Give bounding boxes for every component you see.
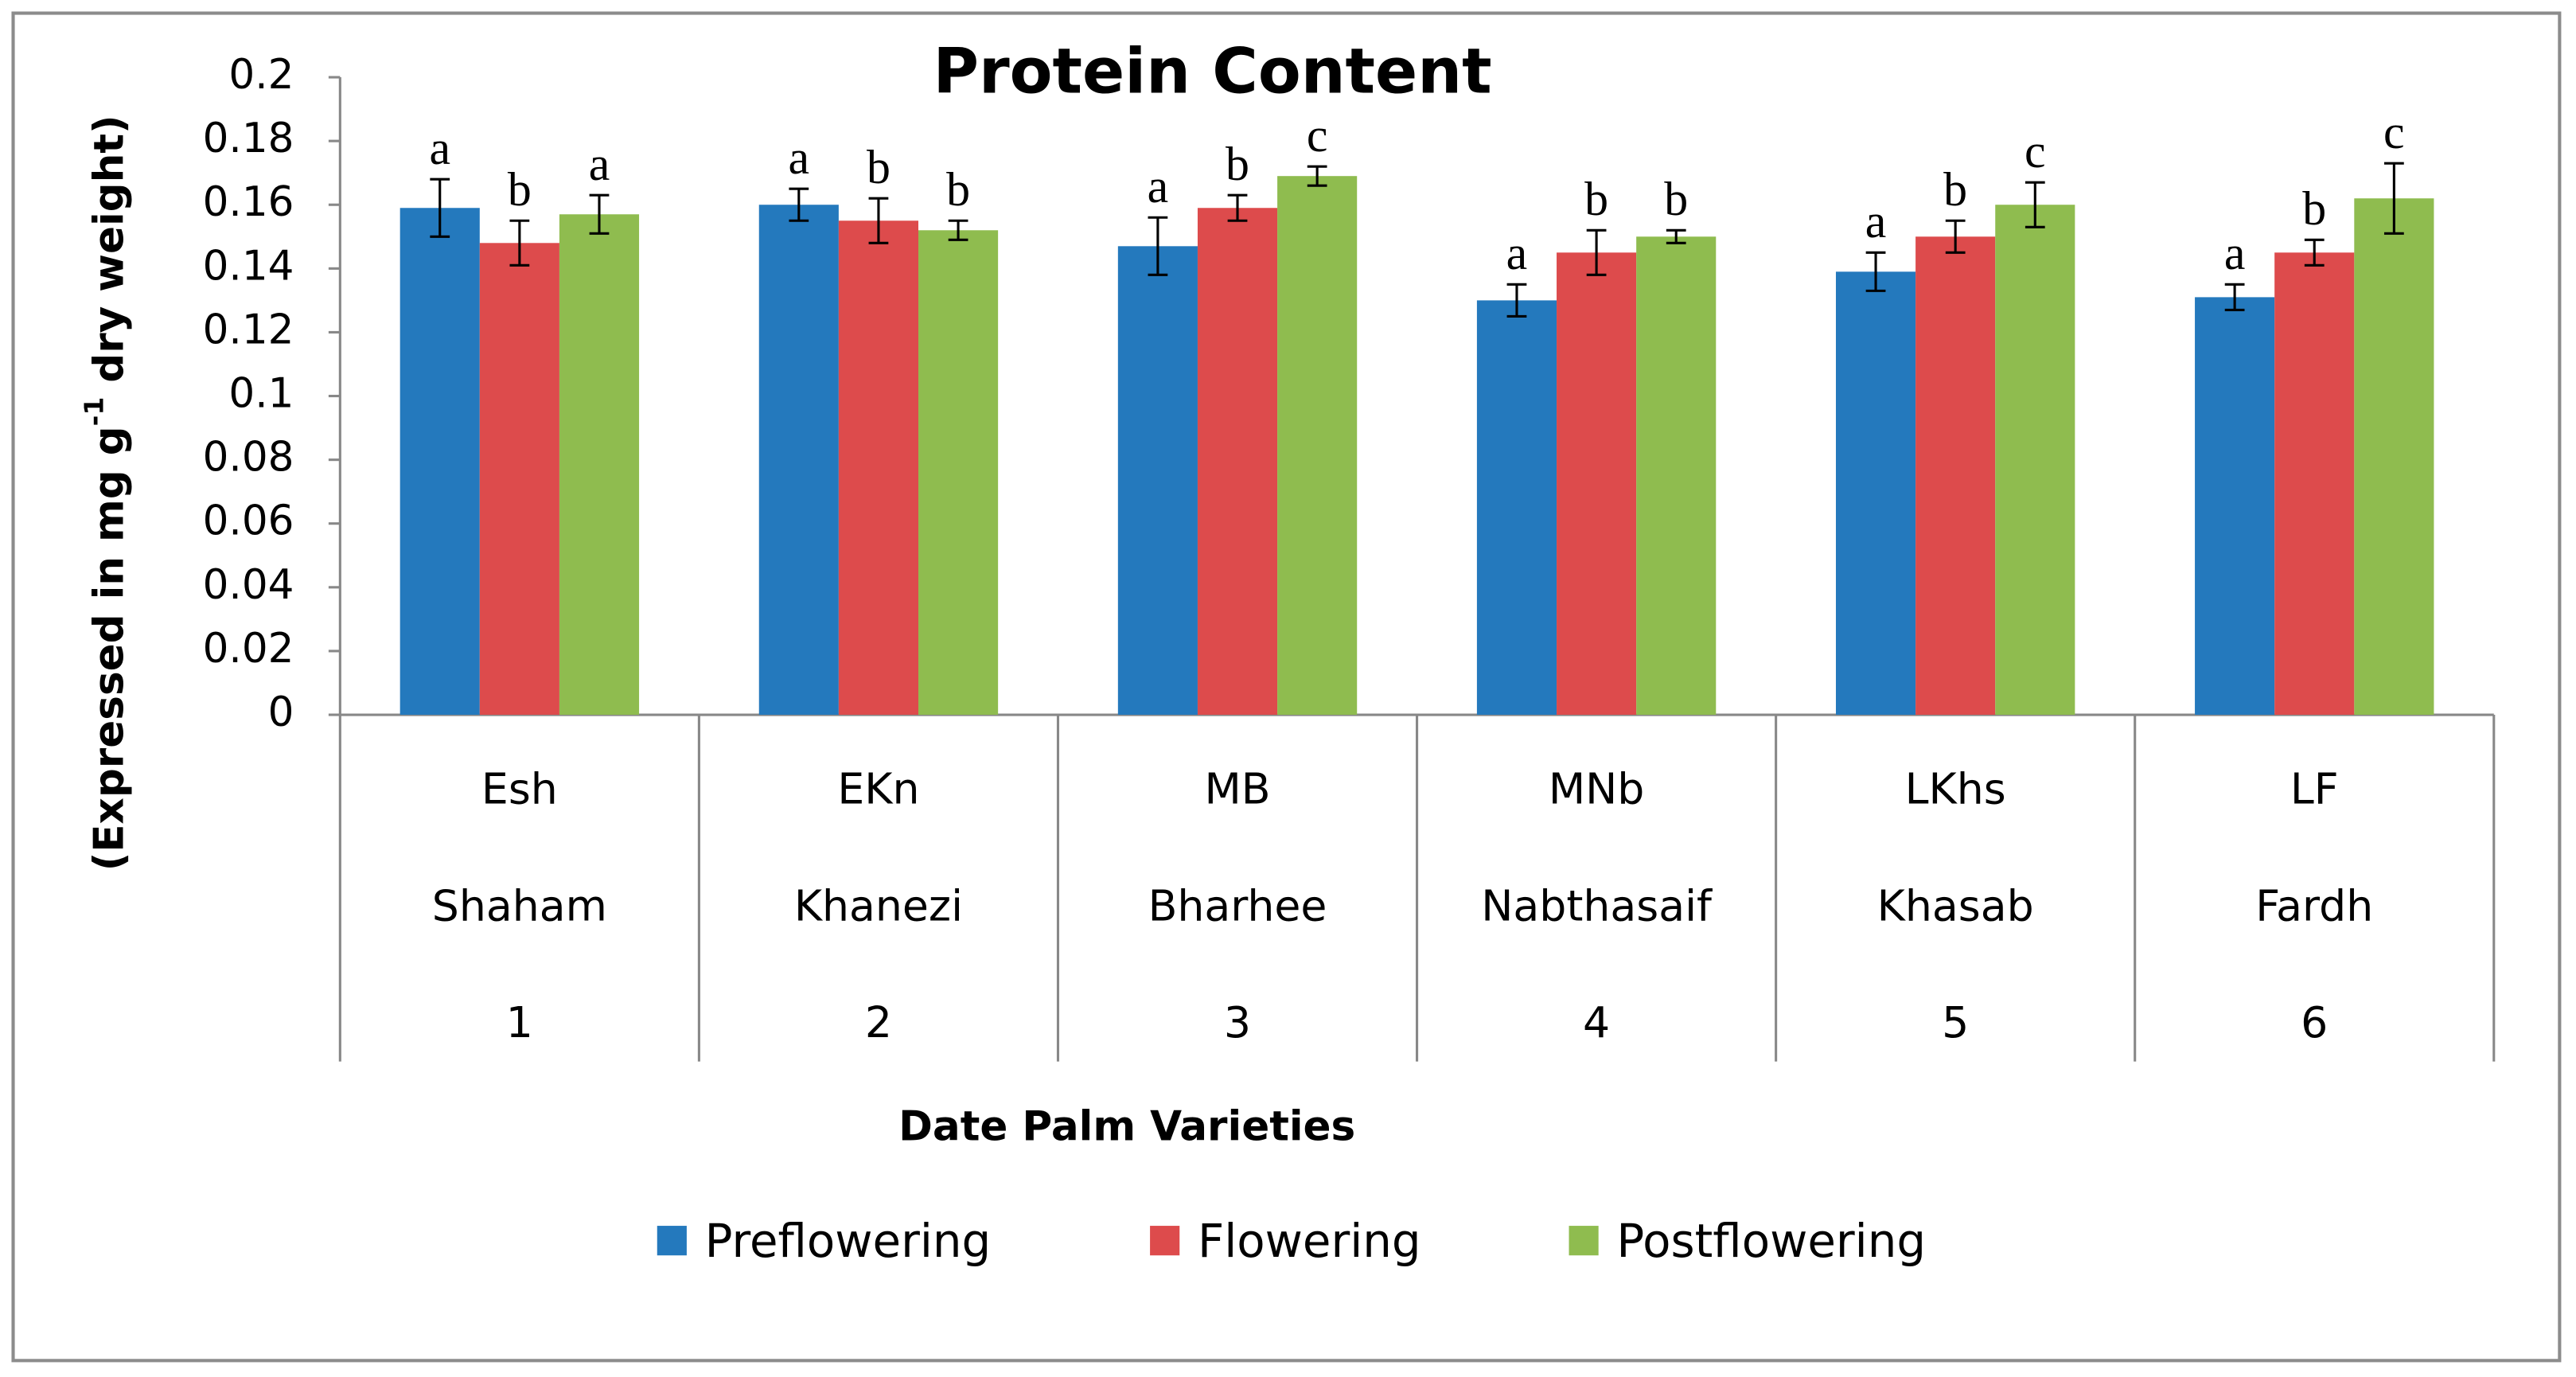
bar bbox=[758, 205, 839, 716]
y-tick-label: 0.16 bbox=[203, 178, 294, 226]
legend-label: Preflowering bbox=[705, 1214, 992, 1268]
category-name: Shaham bbox=[432, 880, 607, 930]
bar bbox=[918, 230, 999, 716]
bar bbox=[1636, 236, 1717, 716]
y-tick-label: 0.2 bbox=[228, 51, 294, 99]
significance-letter: a bbox=[1865, 195, 1887, 248]
y-tick-label: 0.02 bbox=[203, 625, 294, 673]
bar bbox=[1995, 205, 2075, 716]
significance-letter: b bbox=[1943, 163, 1967, 216]
y-tick-label: 0.18 bbox=[203, 115, 294, 162]
category-number: 4 bbox=[1583, 997, 1610, 1047]
significance-letter: a bbox=[429, 122, 450, 174]
category-name: Khanezi bbox=[794, 880, 963, 930]
significance-letter: b bbox=[508, 163, 532, 216]
bar bbox=[399, 208, 480, 716]
significance-letter: b bbox=[1584, 173, 1608, 225]
legend-label: Flowering bbox=[1198, 1214, 1421, 1268]
bar bbox=[1476, 300, 1557, 716]
bar bbox=[1915, 236, 1996, 716]
y-axis-title: (Expressed in mg g-1 dry weight) bbox=[78, 115, 133, 871]
category-name: Khasab bbox=[1877, 880, 2034, 930]
category-code: Esh bbox=[481, 764, 558, 814]
legend-swatch bbox=[657, 1226, 687, 1256]
bar bbox=[2354, 198, 2434, 716]
category-number: 2 bbox=[865, 997, 892, 1047]
significance-letter: c bbox=[1307, 109, 1328, 162]
legend-label: Postflowering bbox=[1616, 1214, 1926, 1268]
y-tick-label: 0 bbox=[268, 688, 294, 736]
bar bbox=[1835, 271, 1916, 716]
significance-letter: a bbox=[2224, 227, 2246, 279]
y-tick-label: 0.1 bbox=[228, 370, 294, 418]
bar bbox=[559, 214, 640, 716]
y-tick-label: 0.04 bbox=[203, 561, 294, 609]
x-axis-title: Date Palm Varieties bbox=[898, 1102, 1355, 1150]
y-axis-title-part: dry weight) bbox=[85, 115, 133, 396]
category-code: LKhs bbox=[1905, 764, 2006, 814]
legend-swatch bbox=[1150, 1226, 1180, 1256]
y-axis-title-part: (Expressed in mg g bbox=[85, 426, 133, 871]
bar bbox=[2195, 297, 2275, 716]
y-axis-title-sup: -1 bbox=[78, 397, 109, 427]
significance-letter: a bbox=[789, 131, 810, 184]
bar bbox=[838, 220, 919, 716]
significance-letter: c bbox=[2025, 125, 2046, 177]
bar bbox=[1197, 208, 1278, 716]
category-name: Fardh bbox=[2255, 880, 2373, 930]
bar bbox=[1277, 176, 1358, 716]
category-number: 6 bbox=[2301, 997, 2328, 1047]
category-code: MB bbox=[1204, 764, 1270, 814]
significance-letter: b bbox=[867, 141, 890, 193]
y-tick-label: 0.14 bbox=[203, 242, 294, 290]
category-name: Bharhee bbox=[1148, 880, 1327, 930]
significance-letter: b bbox=[1226, 138, 1249, 190]
chart-title: Protein Content bbox=[933, 35, 1491, 107]
significance-letter: a bbox=[589, 138, 610, 190]
category-code: LF bbox=[2290, 764, 2339, 814]
category-number: 3 bbox=[1224, 997, 1251, 1047]
category-code: MNb bbox=[1549, 764, 1645, 814]
bar bbox=[1557, 252, 1637, 716]
y-tick-label: 0.06 bbox=[203, 497, 294, 545]
category-name: Nabthasaif bbox=[1481, 880, 1713, 930]
legend-swatch bbox=[1569, 1226, 1599, 1256]
significance-letter: b bbox=[2302, 182, 2326, 235]
category-number: 5 bbox=[1942, 997, 1969, 1047]
y-tick-label: 0.08 bbox=[203, 434, 294, 482]
category-number: 1 bbox=[506, 997, 533, 1047]
significance-letter: b bbox=[946, 163, 970, 216]
bar bbox=[479, 243, 559, 716]
bar bbox=[2274, 252, 2355, 716]
significance-letter: a bbox=[1506, 227, 1528, 279]
category-code: EKn bbox=[837, 764, 919, 814]
bar bbox=[1117, 246, 1198, 716]
significance-letter: c bbox=[2383, 106, 2405, 158]
y-tick-label: 0.12 bbox=[203, 306, 294, 353]
significance-letter: b bbox=[1664, 173, 1688, 225]
significance-letter: a bbox=[1148, 160, 1169, 213]
